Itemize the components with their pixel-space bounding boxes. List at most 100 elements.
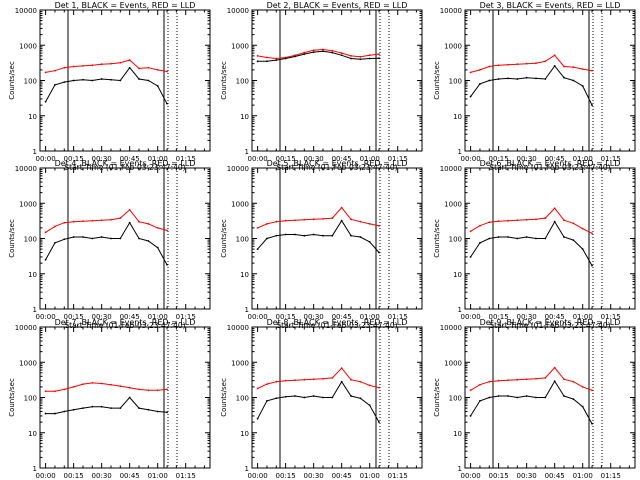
data-point (553, 54, 556, 57)
data-point (350, 378, 352, 381)
chart-title: Det 9, BLACK = Events, RED = LLD (480, 318, 621, 327)
x-tick-label: 01:15 (388, 155, 408, 163)
data-point (110, 62, 112, 65)
y-tick-label: 100 (449, 395, 462, 403)
plot-frame (39, 326, 211, 469)
data-point (63, 410, 66, 413)
data-point (322, 234, 324, 237)
data-point (488, 65, 491, 68)
x-tick-label: 00:45 (545, 313, 565, 321)
series-line-2 (470, 380, 593, 425)
data-point (535, 396, 537, 399)
data-point (544, 396, 547, 399)
data-point (535, 237, 537, 240)
y-tick-label: 100 (236, 236, 249, 244)
data-point (256, 417, 259, 420)
chart-panel-2: 1 10 100 1000 10000 00:00 00:15 00:30 00:45 01:00… (220, 1, 423, 172)
data-point (303, 378, 306, 381)
data-point (516, 219, 519, 222)
chart-panel-7: 1 10 100 1000 10000 00:00 00:15 00:30 00:45 01:00… (8, 318, 211, 480)
x-tick-label: 00:30 (92, 313, 112, 321)
data-point (303, 53, 306, 56)
data-point (497, 78, 500, 80)
y-tick-label: 10 (453, 430, 462, 438)
data-point (479, 383, 481, 386)
data-point (378, 53, 380, 56)
data-point (563, 65, 565, 68)
data-point (147, 240, 150, 242)
data-point (275, 57, 278, 60)
y-tick-label: 1 (458, 306, 462, 314)
data-point (100, 382, 103, 385)
data-point (138, 67, 140, 70)
data-point (359, 236, 362, 238)
data-point (119, 407, 122, 410)
data-point (525, 76, 528, 79)
y-tick-label: 100 (24, 395, 37, 403)
data-point (156, 410, 159, 413)
data-point (256, 60, 259, 63)
y-tick-label: 1000 (444, 200, 462, 208)
data-point (488, 221, 491, 224)
chart-title: Det 8, BLACK = Events, RED = LLD (267, 318, 408, 327)
data-point (312, 218, 315, 221)
data-point (147, 408, 150, 411)
data-point (63, 66, 66, 69)
data-point (378, 224, 380, 227)
data-point (275, 59, 278, 61)
data-point (303, 51, 306, 54)
data-point (110, 407, 112, 410)
data-point (138, 407, 140, 410)
data-point (128, 396, 131, 399)
data-point (147, 79, 150, 82)
data-point (44, 412, 47, 415)
y-tick-label: 10000 (440, 324, 462, 332)
data-point (166, 102, 168, 105)
data-point (469, 415, 472, 417)
data-point (516, 396, 519, 399)
data-point (535, 218, 537, 221)
data-point (572, 398, 575, 401)
x-tick-label: 01:00 (360, 472, 380, 480)
data-point (350, 234, 352, 237)
data-point (368, 57, 371, 60)
data-point (138, 78, 140, 80)
data-point (100, 63, 103, 66)
data-point (322, 50, 324, 53)
y-tick-label: 1000 (231, 200, 249, 208)
data-point (303, 396, 306, 399)
x-tick-label: 00:15 (489, 155, 509, 163)
data-point (507, 379, 509, 382)
data-point (340, 206, 343, 209)
data-point (54, 242, 56, 244)
data-point (331, 396, 334, 399)
data-point (91, 237, 94, 240)
x-axis-label: Start Time (01-Feb-03 23:47:40) (489, 321, 610, 330)
y-axis-label: Counts/sec (433, 61, 441, 100)
chart-panel-8: 1 10 100 1000 10000 00:00 00:15 00:30 00:45 01:00… (220, 318, 423, 480)
data-point (82, 407, 84, 410)
data-point (572, 66, 575, 68)
data-point (469, 71, 472, 74)
data-point (469, 95, 472, 98)
data-point (535, 377, 537, 380)
data-point (72, 408, 75, 411)
series-line-1 (45, 382, 168, 392)
y-tick-label: 10000 (227, 7, 249, 15)
data-point (525, 378, 528, 381)
data-point (331, 217, 334, 219)
data-point (138, 237, 140, 240)
data-point (591, 232, 593, 235)
y-tick-label: 1 (245, 148, 249, 156)
data-point (82, 383, 84, 385)
data-point (266, 383, 268, 385)
chart-title: Det 6, BLACK = Events, RED = LLD (480, 159, 621, 168)
data-point (91, 64, 94, 67)
series-line-1 (45, 209, 168, 233)
x-tick-label: 01:00 (573, 472, 593, 480)
y-tick-label: 10 (28, 113, 37, 121)
data-point (275, 234, 278, 237)
data-point (147, 389, 150, 392)
data-point (516, 237, 519, 240)
data-point (368, 222, 371, 225)
